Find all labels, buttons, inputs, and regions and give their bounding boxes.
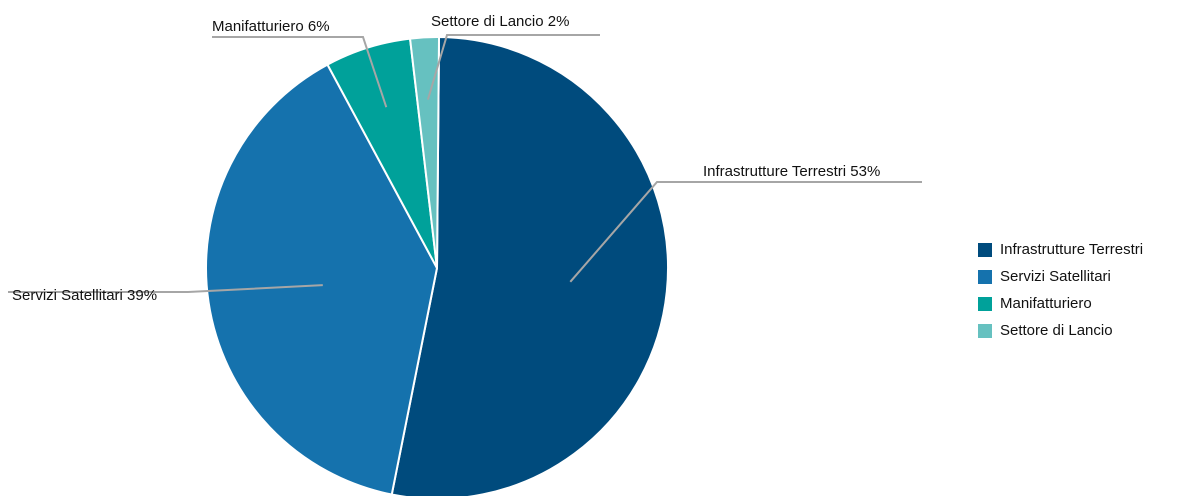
callout-line-infrastrutture-terrestri <box>569 181 922 283</box>
callout-line-servizi-satellitari <box>8 284 323 293</box>
pie-slice-servizi-satellitari <box>205 63 439 496</box>
legend-item-servizi-satellitari: Servizi Satellitari <box>978 263 1143 290</box>
pie-slices <box>205 35 669 496</box>
callout-label-settore-di-lancio: Settore di Lancio 2% <box>431 13 569 30</box>
pie-callouts: Infrastrutture Terrestri 53% Servizi Sate… <box>8 13 922 304</box>
callout-label-manifatturiero: Manifatturiero 6% <box>212 18 330 35</box>
callout-label-servizi-satellitari: Servizi Satellitari 39% <box>12 287 157 304</box>
legend-item-settore-di-lancio: Settore di Lancio <box>978 317 1143 344</box>
pie-slice-infrastrutture-terrestri <box>390 35 669 496</box>
legend-label: Servizi Satellitari <box>1000 268 1111 285</box>
callout-line-settore-di-lancio <box>426 34 600 100</box>
pie-slice-settore-di-lancio <box>408 36 441 269</box>
legend-swatch <box>978 269 992 284</box>
legend-swatch <box>978 242 992 257</box>
legend-swatch <box>978 296 992 311</box>
legend-swatch <box>978 323 992 338</box>
legend-label: Infrastrutture Terrestri <box>1000 241 1144 258</box>
legend-item-manifatturiero: Manifatturiero <box>978 290 1143 317</box>
callout-label-infrastrutture-terrestri: Infrastrutture Terrestri 53% <box>703 163 880 180</box>
legend-label: Manifatturiero <box>1000 295 1092 312</box>
legend-item-infrastrutture-terrestri: Infrastrutture Terrestri <box>978 236 1143 263</box>
chart-legend: Infrastrutture Terrestri Servizi Satelli… <box>978 236 1143 344</box>
legend-label: Settore di Lancio <box>1000 322 1113 339</box>
callout-line-manifatturiero <box>212 36 388 108</box>
